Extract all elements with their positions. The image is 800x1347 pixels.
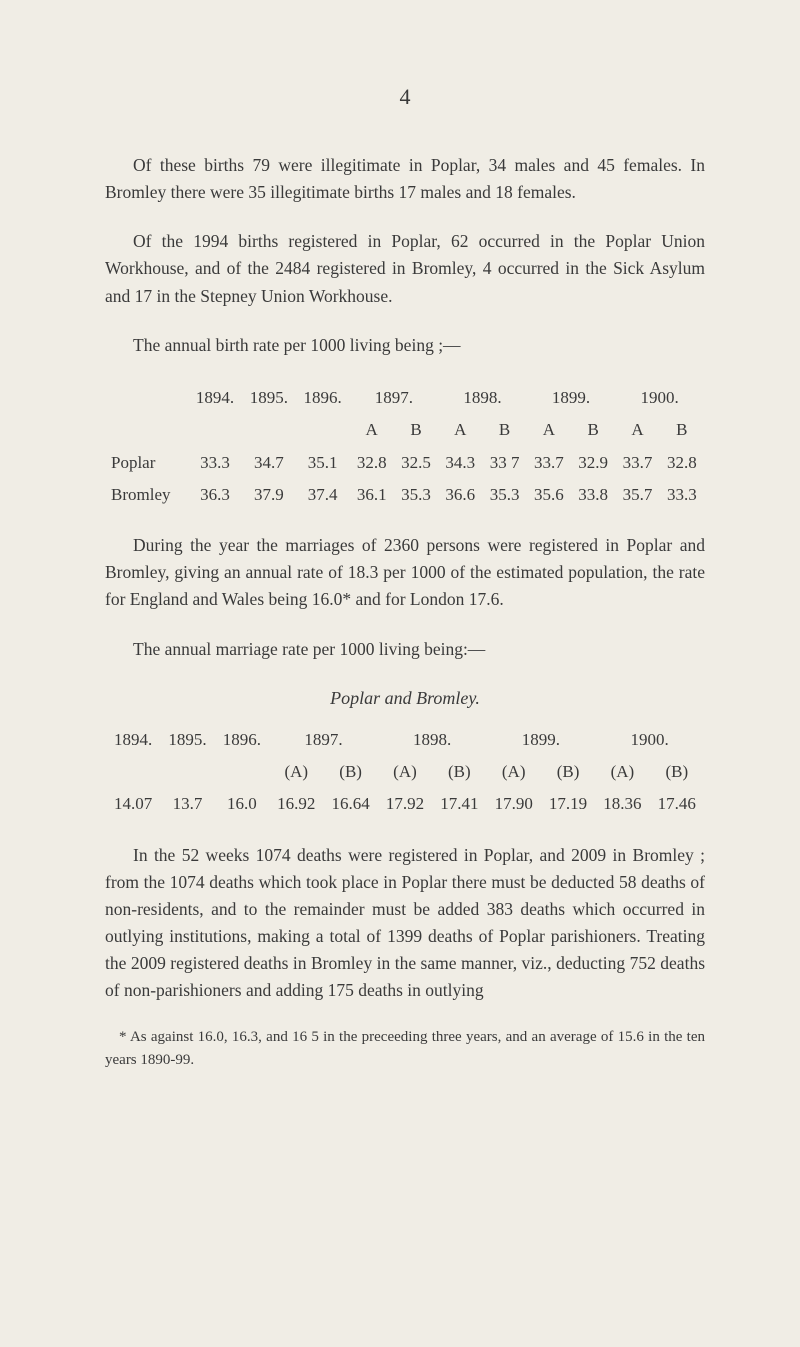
sub-header-cell: B <box>483 415 525 445</box>
data-cell: 35.6 <box>528 480 570 510</box>
data-cell: 32.8 <box>661 448 703 478</box>
data-cell: 35.7 <box>616 480 658 510</box>
data-cell: 16.0 <box>216 789 268 819</box>
year-cell: 1896. <box>297 383 349 413</box>
sub-header-cell: (B) <box>651 757 703 787</box>
data-cell: 17.92 <box>379 789 431 819</box>
year-cell: 1896. <box>216 725 268 755</box>
data-cell: 17.19 <box>542 789 594 819</box>
data-cell: 32.8 <box>351 448 393 478</box>
data-cell: 17.41 <box>433 789 485 819</box>
footnote: * As against 16.0, 16.3, and 16 5 in the… <box>105 1026 705 1071</box>
data-cell: 36.6 <box>439 480 481 510</box>
paragraph-1: Of these births 79 were illegitimate in … <box>105 152 705 206</box>
sub-header-cell: A <box>528 415 570 445</box>
sub-header-cell: A <box>616 415 658 445</box>
table-row: Bromley 36.3 37.9 37.4 36.1 35.3 36.6 35… <box>107 480 703 510</box>
year-cell: 1898. <box>439 383 526 413</box>
sub-header-cell: B <box>661 415 703 445</box>
data-cell: 32.5 <box>395 448 437 478</box>
data-cell: 17.46 <box>651 789 703 819</box>
data-cell: 34.3 <box>439 448 481 478</box>
year-header-row: 1894. 1895. 1896. 1897. 1898. 1899. 1900… <box>107 725 703 755</box>
sub-header-cell: (B) <box>433 757 485 787</box>
data-cell: 33.7 <box>616 448 658 478</box>
sub-header-cell: (B) <box>542 757 594 787</box>
sub-header-cell: (A) <box>270 757 322 787</box>
data-cell: 14.07 <box>107 789 159 819</box>
birth-rate-table: 1894. 1895. 1896. 1897. 1898. 1899. 1900… <box>105 381 705 512</box>
table-row: 14.07 13.7 16.0 16.92 16.64 17.92 17.41 … <box>107 789 703 819</box>
paragraph-5: The annual marriage rate per 1000 living… <box>105 636 705 663</box>
sub-header-row: (A) (B) (A) (B) (A) (B) (A) (B) <box>107 757 703 787</box>
sub-header-row: A B A B A B A B <box>107 415 703 445</box>
sub-header-cell: (A) <box>379 757 431 787</box>
paragraph-4: During the year the marriages of 2360 pe… <box>105 532 705 613</box>
data-cell: 33 7 <box>483 448 525 478</box>
year-header-row: 1894. 1895. 1896. 1897. 1898. 1899. 1900… <box>107 383 703 413</box>
sub-header-cell: A <box>439 415 481 445</box>
year-cell: 1900. <box>616 383 703 413</box>
marriage-rate-table: 1894. 1895. 1896. 1897. 1898. 1899. 1900… <box>105 723 705 822</box>
year-cell: 1897. <box>351 383 438 413</box>
data-cell: 33.8 <box>572 480 614 510</box>
year-cell: 1895. <box>161 725 213 755</box>
data-cell: 17.90 <box>488 789 540 819</box>
data-cell: 36.3 <box>189 480 241 510</box>
marriage-heading: Poplar and Bromley. <box>105 685 705 713</box>
data-cell: 36.1 <box>351 480 393 510</box>
sub-header-cell: B <box>572 415 614 445</box>
data-cell: 35.1 <box>297 448 349 478</box>
data-cell: 32.9 <box>572 448 614 478</box>
data-cell: 18.36 <box>596 789 648 819</box>
paragraph-2: Of the 1994 births registered in Poplar,… <box>105 228 705 309</box>
year-cell: 1895. <box>243 383 295 413</box>
sub-header-cell: (A) <box>596 757 648 787</box>
data-cell: 35.3 <box>483 480 525 510</box>
data-cell: 16.64 <box>324 789 376 819</box>
year-cell: 1899. <box>528 383 615 413</box>
year-cell: 1900. <box>596 725 703 755</box>
page-number: 4 <box>105 80 705 114</box>
year-cell: 1894. <box>107 725 159 755</box>
sub-header-cell: (A) <box>488 757 540 787</box>
data-cell: 33.3 <box>661 480 703 510</box>
data-cell: 13.7 <box>161 789 213 819</box>
year-cell: 1894. <box>189 383 241 413</box>
data-cell: 35.3 <box>395 480 437 510</box>
year-cell: 1899. <box>488 725 595 755</box>
paragraph-6: In the 52 weeks 1074 deaths were registe… <box>105 842 705 1005</box>
data-cell: 33.7 <box>528 448 570 478</box>
data-cell: 16.92 <box>270 789 322 819</box>
sub-header-cell: B <box>395 415 437 445</box>
row-label: Bromley <box>107 480 187 510</box>
paragraph-3: The annual birth rate per 1000 living be… <box>105 332 705 359</box>
data-cell: 37.9 <box>243 480 295 510</box>
year-cell: 1897. <box>270 725 377 755</box>
sub-header-cell: A <box>351 415 393 445</box>
data-cell: 34.7 <box>243 448 295 478</box>
sub-header-cell: (B) <box>324 757 376 787</box>
data-cell: 37.4 <box>297 480 349 510</box>
row-label: Poplar <box>107 448 187 478</box>
data-cell: 33.3 <box>189 448 241 478</box>
table-row: Poplar 33.3 34.7 35.1 32.8 32.5 34.3 33 … <box>107 448 703 478</box>
year-cell: 1898. <box>379 725 486 755</box>
